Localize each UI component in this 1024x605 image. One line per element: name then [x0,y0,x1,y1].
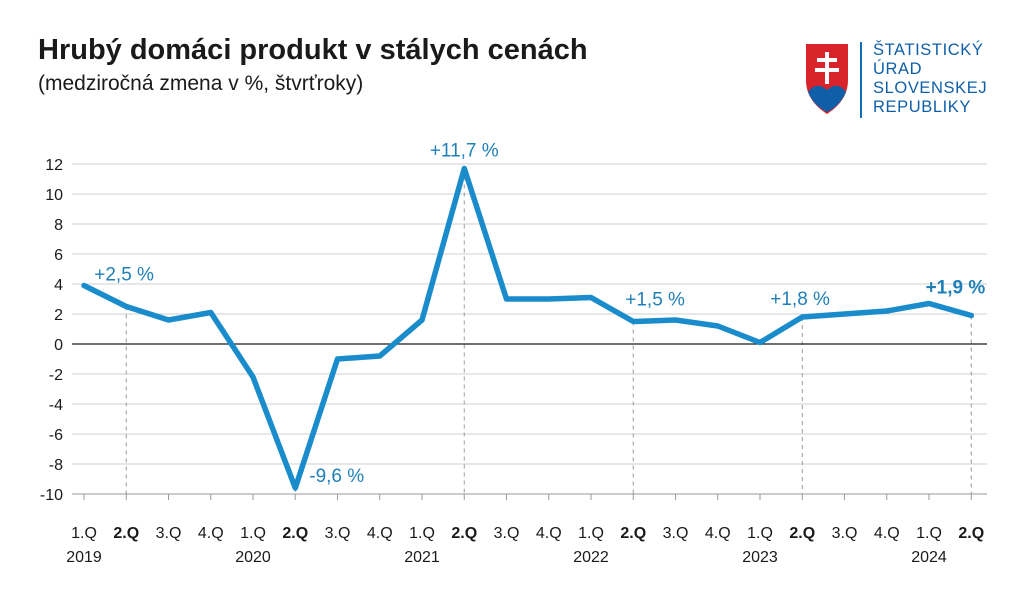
data-point [462,166,467,171]
year-label: 2021 [404,549,440,566]
data-label: +1,5 % [625,290,685,311]
x-tick-label: 3.Q [663,525,689,542]
data-point [124,304,129,309]
data-point [166,318,171,323]
y-tick-label: 0 [54,337,63,354]
data-point [631,319,636,324]
y-tick-label: -4 [49,397,63,414]
x-tick-label: 1.Q [916,525,942,542]
x-tick-label: 2.Q [789,525,815,542]
data-label: +2,5 % [94,265,154,286]
data-point [420,318,425,323]
data-point [251,375,256,380]
line-chart: 12 10 8 6 4 2 0 -2 -4 -6 -8 -10 1.Q 2.Q 3.Q 4.Q 1.Q 2.Q 3.… [0,0,1024,605]
x-tick-label: 4.Q [705,525,731,542]
data-point [715,324,720,329]
year-label: 2020 [235,549,271,566]
x-tick-label: 2.Q [113,525,139,542]
data-label: +11,7 % [430,141,499,162]
data-point [884,309,889,314]
x-tick-label: 2.Q [451,525,477,542]
data-point [82,283,87,288]
data-point [504,297,509,302]
data-point [589,295,594,300]
data-point [335,357,340,362]
x-tick-label: 3.Q [325,525,351,542]
data-label: -9,6 % [309,466,364,487]
y-tick-label: -2 [49,367,63,384]
x-tick-label: 1.Q [240,525,266,542]
y-tick-label: 4 [54,277,63,294]
y-tick-label: 12 [45,157,63,174]
x-tick-label: 3.Q [494,525,520,542]
data-point [758,340,763,345]
x-tick-label: 4.Q [536,525,562,542]
data-point [546,297,551,302]
x-tick-label: 1.Q [578,525,604,542]
data-label: +1,9 % [926,278,986,299]
x-tick-label: 3.Q [156,525,182,542]
x-tick-label: 1.Q [747,525,773,542]
data-point [377,354,382,359]
x-tick-label: 2.Q [620,525,646,542]
y-tick-label: 8 [54,217,63,234]
x-tick-label: 1.Q [71,525,97,542]
data-point [293,486,298,491]
year-label: 2024 [911,549,947,566]
data-point [208,310,213,315]
data-point [842,312,847,317]
x-tick-label: 2.Q [958,525,984,542]
x-tick-label: 4.Q [874,525,900,542]
year-label: 2019 [66,549,102,566]
x-tick-label: 2.Q [282,525,308,542]
y-tick-label: 10 [45,187,63,204]
x-tick-label: 3.Q [832,525,858,542]
y-tick-label: -10 [40,487,63,504]
x-tick-label: 1.Q [409,525,435,542]
x-tick-label: 4.Q [198,525,224,542]
data-label: +1,8 % [770,289,830,310]
series-line [84,169,971,489]
y-tick-label: -6 [49,427,63,444]
data-point [927,301,932,306]
data-point [673,318,678,323]
y-tick-label: -8 [49,457,63,474]
year-label: 2023 [742,549,778,566]
y-tick-label: 6 [54,247,63,264]
year-label: 2022 [573,549,609,566]
y-tick-label: 2 [54,307,63,324]
x-tick-label: 4.Q [367,525,393,542]
data-point [969,313,974,318]
data-point [800,315,805,320]
